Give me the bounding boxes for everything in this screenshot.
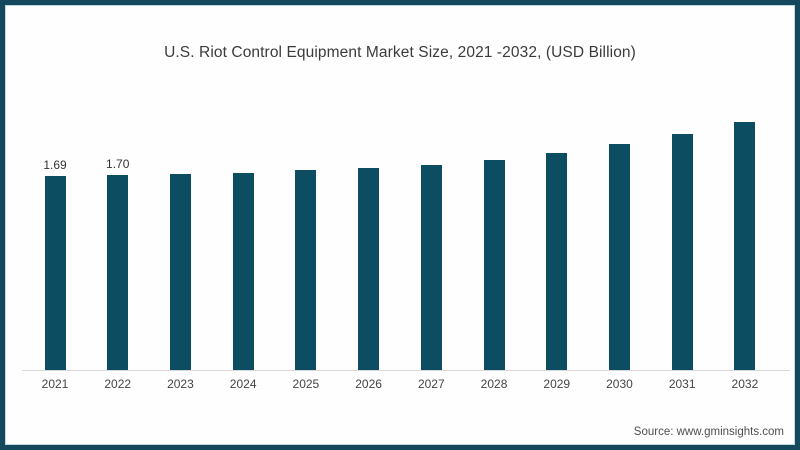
bar-2030 (608, 144, 630, 370)
bar-2022 (107, 175, 129, 370)
bar-2031 (671, 134, 693, 370)
value-label-2022: 1.70 (106, 157, 130, 171)
x-axis-line (22, 370, 790, 371)
x-tick-2032: 2032 (731, 377, 759, 391)
x-tick-2022: 2022 (104, 377, 132, 391)
source-attribution: Source: www.gminsights.com (633, 426, 784, 438)
bar-2027 (420, 165, 442, 370)
x-tick-2023: 2023 (167, 377, 194, 391)
bar-2026 (358, 168, 380, 370)
bar-2024 (232, 173, 254, 370)
bar-2032 (734, 122, 756, 370)
x-tick-2031: 2031 (668, 377, 696, 391)
bar-2028 (483, 160, 505, 370)
x-tick-2026: 2026 (355, 377, 382, 391)
x-tick-2030: 2030 (606, 377, 633, 391)
bar-2025 (295, 170, 317, 370)
bar-2023 (169, 174, 191, 370)
value-label-2021: 1.69 (43, 158, 67, 172)
x-tick-2029: 2029 (543, 377, 571, 391)
x-tick-2021: 2021 (41, 377, 69, 391)
bar-2029 (546, 153, 568, 370)
bar-2021 (44, 176, 66, 370)
x-tick-2027: 2027 (417, 377, 445, 391)
x-tick-2025: 2025 (292, 377, 320, 391)
chart-title: U.S. Riot Control Equipment Market Size,… (164, 44, 636, 61)
x-tick-2028: 2028 (480, 377, 508, 391)
x-tick-2024: 2024 (229, 377, 257, 391)
